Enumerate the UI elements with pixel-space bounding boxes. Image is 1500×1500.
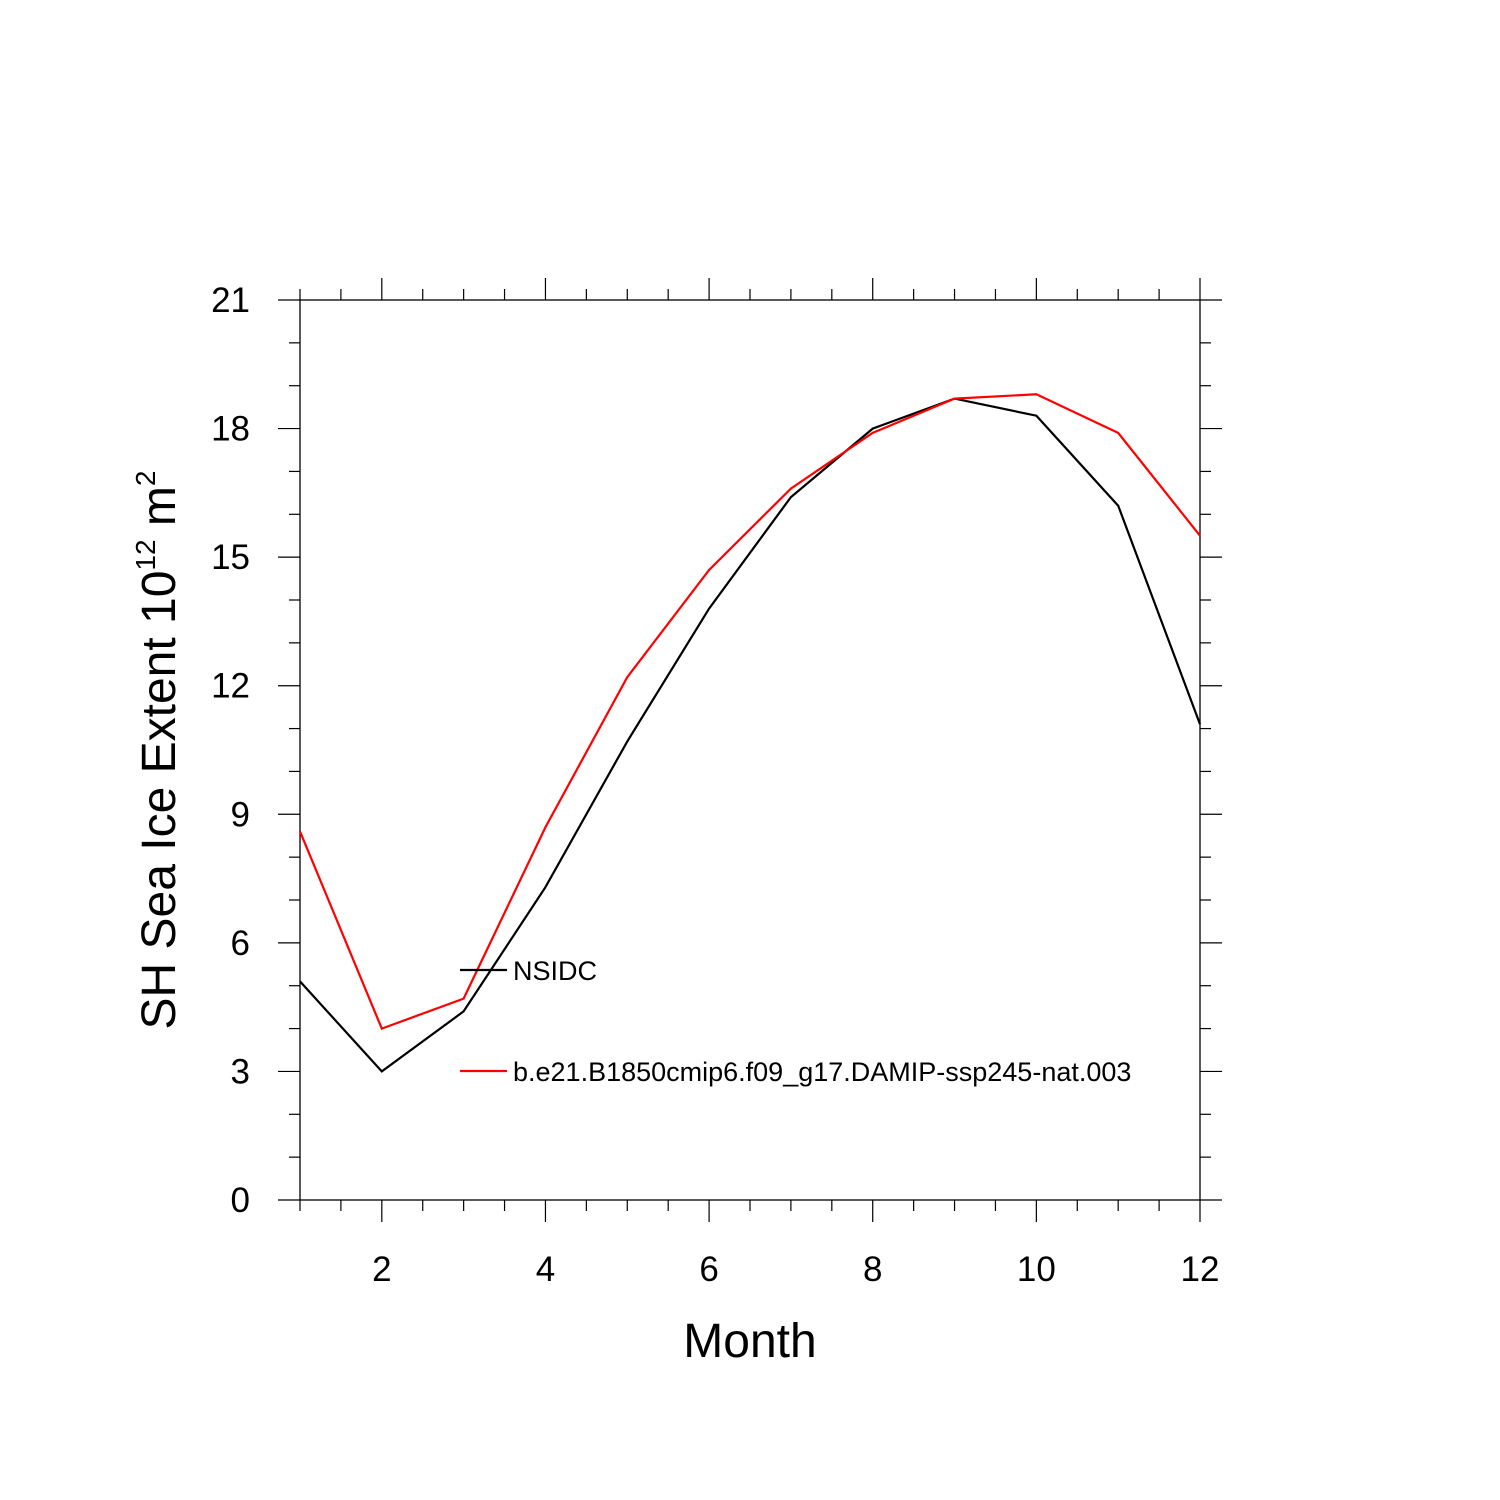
legend: NSIDC b.e21.B1850cmip6.f09_g17.DAMIP-ssp2…: [460, 956, 1131, 1087]
x-axis-title: Month: [683, 1315, 816, 1368]
y-tick-label: 0: [231, 1181, 250, 1220]
x-tick-label: 10: [1017, 1250, 1056, 1289]
axis-tick-labels: 2 4 6 8 10 12 0 3 6 9 12 15 18 21: [211, 281, 1219, 1289]
series-line-1: [298, 393, 1201, 1030]
y-axis-title-exponent-12: 12: [130, 539, 161, 570]
y-tick-label: 9: [231, 795, 250, 834]
series-line-0: [299, 397, 1202, 1073]
y-tick-label: 12: [211, 667, 250, 706]
y-axis-title-main: SH Sea Ice Extent 10: [133, 571, 186, 1030]
x-tick-label: 6: [699, 1250, 718, 1289]
legend-label-1: b.e21.B1850cmip6.f09_g17.DAMIP-ssp245-na…: [513, 1057, 1131, 1087]
y-axis-title-unit: m: [133, 486, 186, 539]
y-axis-title: SH Sea Ice Extent 1012 m2: [130, 471, 186, 1030]
legend-label-0: NSIDC: [513, 956, 597, 986]
x-tick-label: 12: [1181, 1250, 1220, 1289]
y-tick-label: 18: [211, 410, 250, 449]
y-axis-title-exponent-2: 2: [130, 471, 161, 487]
y-tick-label: 15: [211, 538, 250, 577]
x-tick-label: 8: [863, 1250, 882, 1289]
y-tick-label: 6: [231, 924, 250, 963]
x-tick-label: 4: [536, 1250, 555, 1289]
series-lines: [298, 393, 1202, 1073]
x-tick-label: 2: [372, 1250, 391, 1289]
y-tick-label: 3: [231, 1052, 250, 1091]
y-tick-label: 21: [211, 281, 250, 320]
axis-ticks: [278, 278, 1222, 1222]
